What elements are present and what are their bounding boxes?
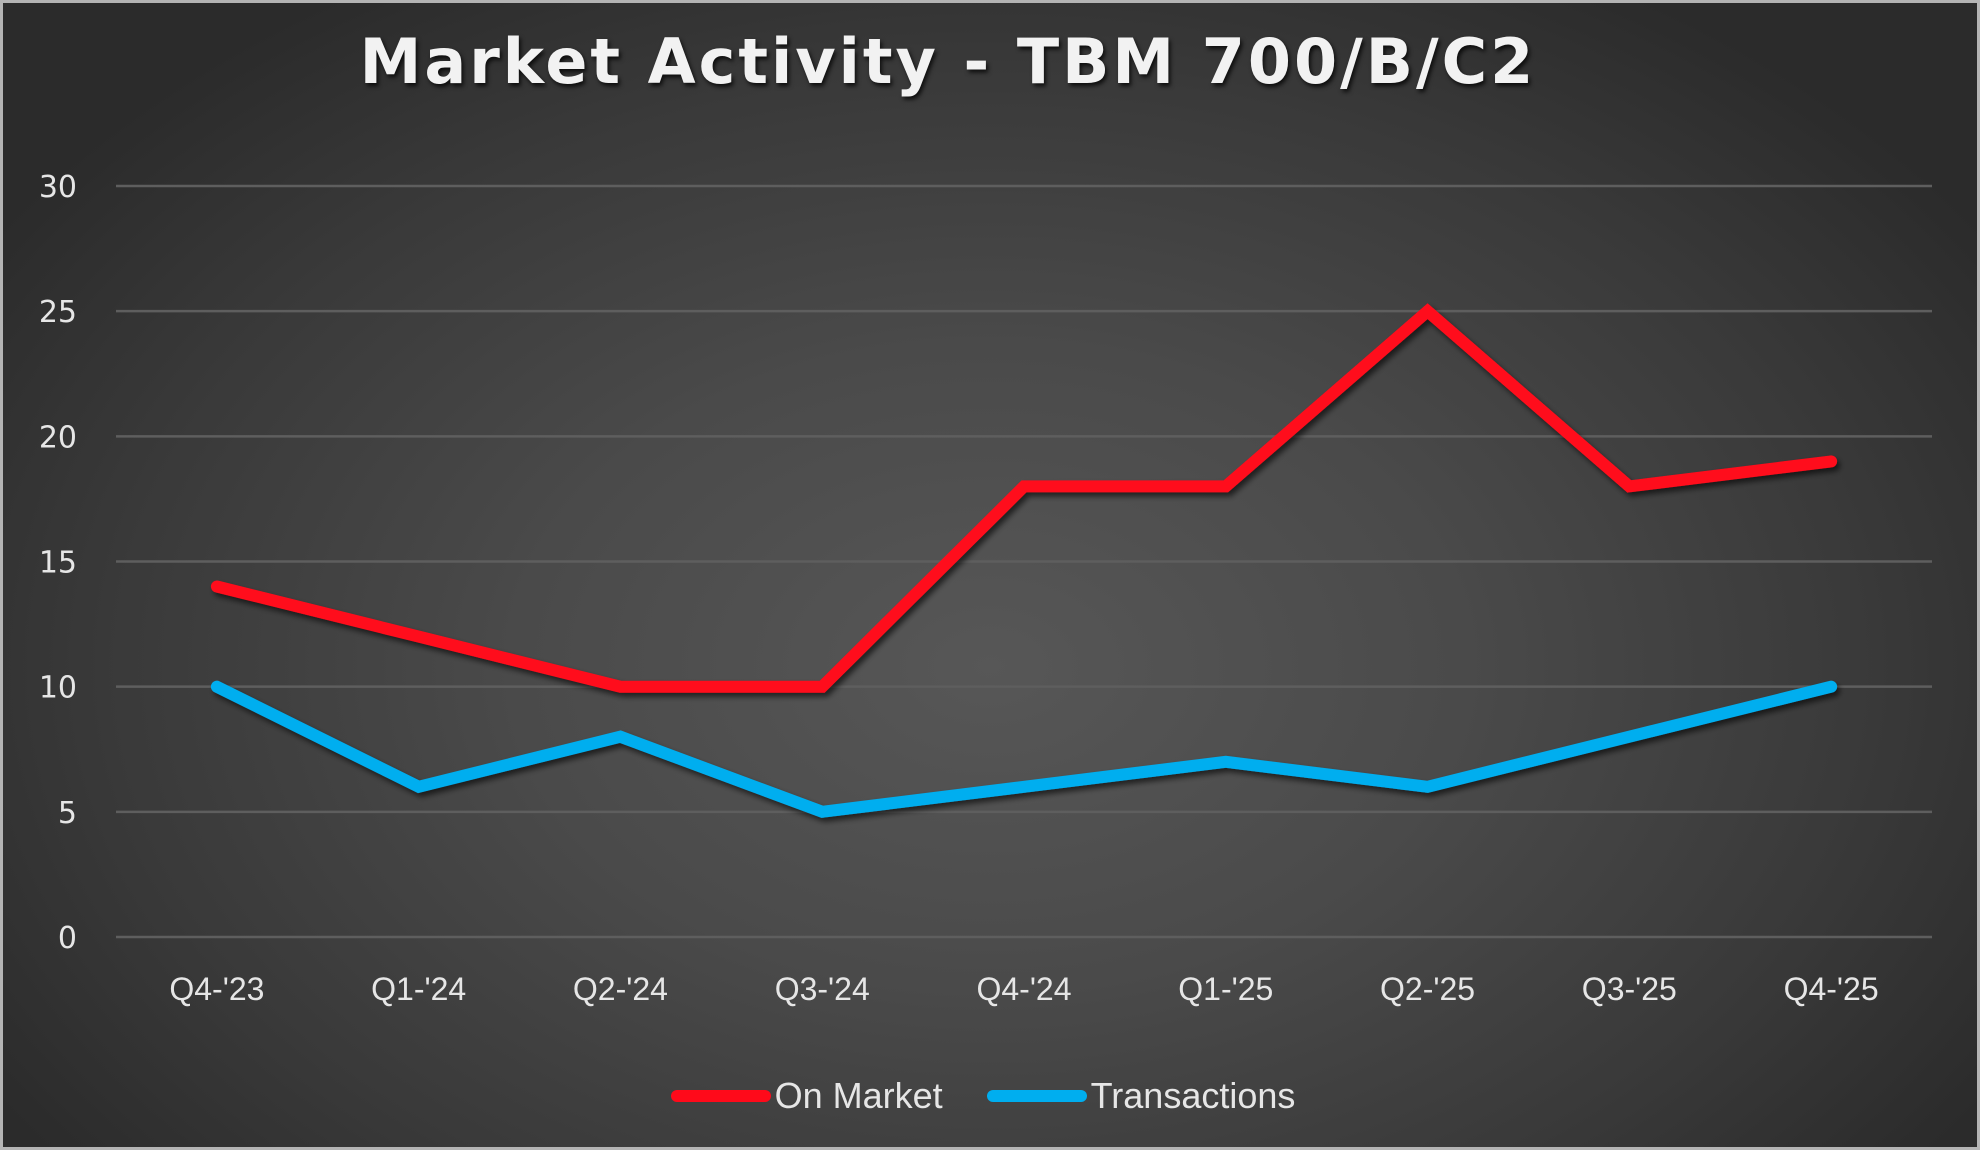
- x-tick-label: Q2-'24: [573, 971, 668, 1007]
- chart-title: Market Activity - TBM 700/B/C2: [359, 25, 1537, 98]
- y-tick-label: 5: [58, 796, 77, 831]
- x-tick-label: Q3-'24: [775, 971, 870, 1007]
- transactions-swatch-icon: [986, 1090, 1087, 1102]
- y-tick-label: 15: [39, 546, 77, 581]
- y-tick-label: 0: [58, 921, 77, 956]
- y-tick-label: 30: [39, 170, 77, 205]
- legend: On Market Transactions: [3, 1075, 1977, 1117]
- x-tick-label: Q1-'24: [371, 971, 466, 1007]
- y-tick-label: 25: [39, 295, 77, 330]
- x-tick-label: Q4-'25: [1784, 971, 1879, 1007]
- x-tick-label: Q1-'25: [1178, 971, 1273, 1007]
- x-tick-label: Q4-'23: [169, 971, 264, 1007]
- series-line-on-market[interactable]: [210, 303, 1838, 693]
- x-tick-label: Q2-'25: [1380, 971, 1475, 1007]
- x-tick-label: Q4-'24: [976, 971, 1071, 1007]
- on-market-swatch-icon: [670, 1090, 771, 1102]
- series-lines: [210, 303, 1838, 818]
- x-tick-label: Q3-'25: [1582, 971, 1677, 1007]
- y-tick-label: 10: [39, 671, 77, 706]
- legend-item-on-market[interactable]: On Market: [670, 1075, 943, 1117]
- y-tick-label: 20: [39, 420, 77, 455]
- y-axis-ticks: 0 5 10 15 20 25 30: [39, 170, 77, 956]
- gridlines: [116, 184, 1932, 939]
- series-line-transactions[interactable]: [210, 680, 1838, 818]
- x-axis-ticks: Q4-'23 Q1-'24 Q2-'24 Q3-'24 Q4-'24 Q1-'25 Q2-'…: [169, 971, 1878, 1007]
- legend-label-transactions: Transactions: [1090, 1075, 1296, 1116]
- legend-item-transactions[interactable]: Transactions: [986, 1075, 1296, 1117]
- legend-label-on-market: On Market: [774, 1075, 943, 1116]
